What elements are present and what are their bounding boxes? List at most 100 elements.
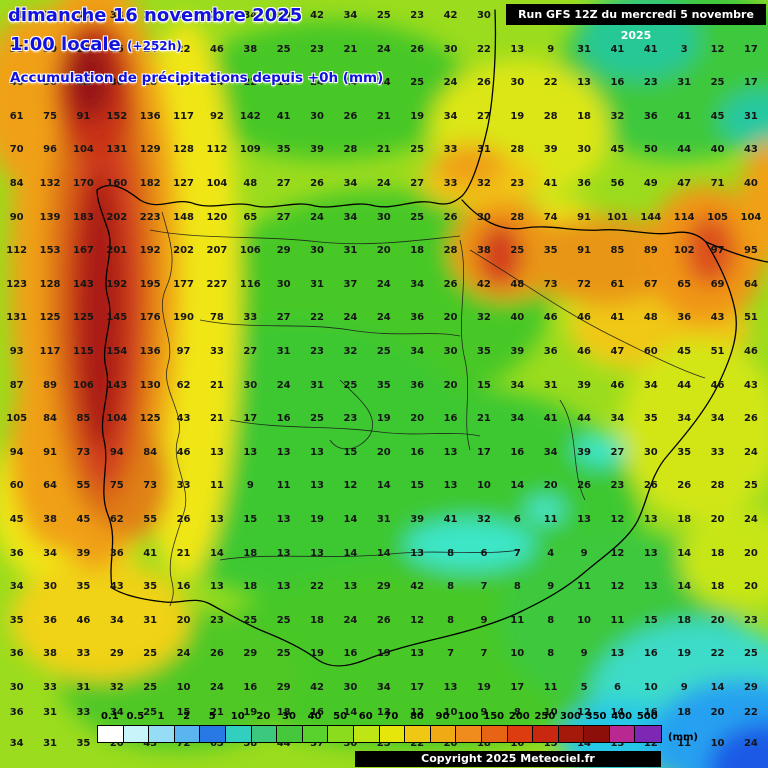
precip-value: 14 — [343, 707, 358, 718]
precip-value: 45 — [76, 514, 91, 525]
precip-value: 10 — [543, 707, 558, 718]
precip-value: 40 — [9, 77, 24, 88]
precip-value: 25 — [410, 144, 425, 155]
precip-value: 177 — [173, 279, 194, 290]
legend-values: 0.1 0.5 1 2 5 10 20 30 40 50 60 70 80 90 100 150 200 250 3… — [97, 711, 662, 722]
precip-value: 22 — [543, 77, 558, 88]
precip-value: 26 — [476, 77, 491, 88]
precip-value: 75 — [109, 480, 124, 491]
precip-value: 105 — [6, 413, 28, 424]
precip-value: 30 — [310, 111, 325, 122]
precip-value: 43 — [176, 413, 191, 424]
precip-value: 21 — [476, 413, 491, 424]
precip-value: 32 — [343, 346, 358, 357]
precip-value: 95 — [743, 245, 758, 256]
precip-value: 14 — [343, 77, 358, 88]
precip-value: 115 — [73, 346, 94, 357]
precip-value: 19 — [376, 413, 391, 424]
precip-value: 202 — [106, 212, 128, 223]
precip-value: 8 — [547, 648, 555, 659]
precip-value: 22 — [476, 44, 491, 55]
precip-value: 46 — [743, 346, 758, 357]
precip-value: 27 — [276, 312, 291, 323]
precip-value: 65 — [243, 212, 258, 223]
precip-value: 29 — [743, 682, 758, 693]
precip-value: 10 — [176, 682, 191, 693]
precip-value: 27 — [43, 10, 58, 21]
precip-value: 45 — [710, 111, 725, 122]
precip-value: 202 — [173, 245, 194, 256]
precip-value: 14 — [376, 548, 391, 559]
precip-value: 46 — [543, 312, 558, 323]
precip-value: 14 — [343, 514, 358, 525]
precip-value: 31 — [276, 346, 291, 357]
precip-value: 32 — [476, 514, 491, 525]
precip-value: 22 — [310, 581, 325, 592]
precip-value: 14 — [710, 682, 725, 693]
precip-value: 23 — [209, 615, 224, 626]
legend-swatch — [98, 726, 124, 742]
precip-value: 69 — [710, 279, 725, 290]
precip-value: 55 — [143, 514, 158, 525]
precip-value: 34 — [109, 707, 124, 718]
precip-value: 207 — [206, 245, 228, 256]
precip-value: 31 — [76, 682, 91, 693]
precip-value: 41 — [543, 413, 558, 424]
precip-value: 60 — [9, 480, 24, 491]
precip-value: 25 — [743, 480, 758, 491]
precip-value: 136 — [139, 346, 161, 357]
precip-value: 112 — [6, 245, 28, 256]
precip-value: 34 — [443, 111, 458, 122]
precip-value: 31 — [43, 707, 58, 718]
precip-value: 129 — [139, 144, 161, 155]
precip-value: 26 — [677, 480, 692, 491]
precip-value: 13 — [376, 707, 391, 718]
precip-value: 25 — [376, 346, 391, 357]
precip-value: 20 — [376, 245, 391, 256]
precip-value: 16 — [643, 707, 658, 718]
precip-value: 9 — [547, 581, 555, 592]
precip-value: 35 — [643, 413, 658, 424]
precip-value: 30 — [276, 10, 291, 21]
grid-row: 40 36 32 30 28 26 24 22 16 24 14 34 25 24 26 30 22 13 16 23… — [0, 77, 768, 89]
precip-value: 23 — [610, 480, 625, 491]
legend-value: 250 — [534, 711, 556, 722]
local-time: 1:00 locale (+252h) — [10, 34, 182, 55]
precip-value: 44 — [276, 738, 291, 749]
precip-value: 31 — [677, 77, 692, 88]
precip-value: 30 — [577, 144, 592, 155]
precip-value: 30 — [443, 44, 458, 55]
precip-value: 30 — [276, 279, 291, 290]
precip-value: 26 — [176, 77, 191, 88]
precip-value: 62 — [109, 514, 124, 525]
precip-value: 90 — [9, 212, 24, 223]
precip-value: 30 — [43, 44, 58, 55]
legend-swatch — [481, 726, 508, 742]
precip-value: 40 — [710, 144, 725, 155]
precip-value: 131 — [6, 312, 28, 323]
precip-value: 94 — [109, 447, 124, 458]
precip-value: 31 — [376, 514, 391, 525]
precip-value: 30 — [443, 346, 458, 357]
precip-value: 14 — [376, 480, 391, 491]
precip-value: 20 — [543, 480, 558, 491]
precip-value: 39 — [510, 346, 525, 357]
precip-value: 114 — [673, 212, 695, 223]
precip-value: 22 — [743, 707, 758, 718]
precip-value: 123 — [6, 279, 28, 290]
precip-value: 41 — [643, 44, 658, 55]
precip-value: 46 — [610, 380, 625, 391]
precip-value: 34 — [376, 77, 391, 88]
grid-row: 34 31 35 20 43 72 65 58 44 37 30 25 22 20 18 16 15 14 13 12… — [0, 738, 768, 750]
precip-value: 34 — [343, 10, 358, 21]
legend-swatch — [405, 726, 431, 742]
precip-value: 19 — [243, 707, 258, 718]
precip-value: 12 — [710, 44, 725, 55]
precip-value: 6 — [480, 548, 488, 559]
precip-value: 42 — [476, 279, 491, 290]
precip-value: 87 — [9, 380, 24, 391]
precip-value: 29 — [276, 682, 291, 693]
precip-value: 30 — [476, 10, 491, 21]
precip-value: 11 — [276, 480, 291, 491]
precip-value: 33 — [710, 447, 725, 458]
